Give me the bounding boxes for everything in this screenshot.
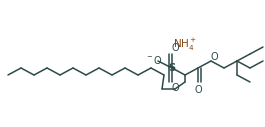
Text: NH$_4^+$: NH$_4^+$	[173, 37, 197, 53]
Text: O: O	[171, 43, 179, 53]
Text: S: S	[169, 63, 175, 73]
Text: O: O	[210, 52, 218, 62]
Text: $^-$O: $^-$O	[145, 54, 163, 66]
Text: O: O	[194, 85, 202, 95]
Text: O: O	[171, 83, 179, 93]
